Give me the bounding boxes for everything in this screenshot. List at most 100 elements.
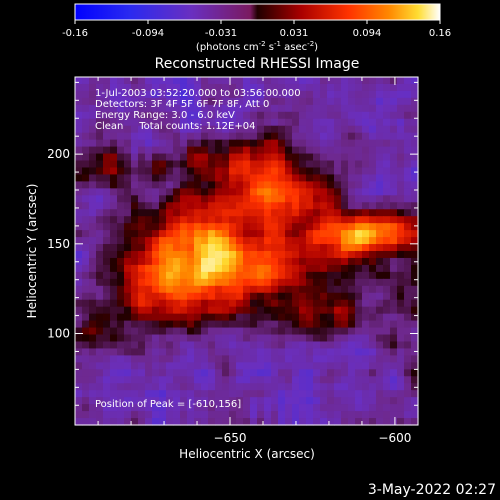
heatmap-cell xyxy=(201,264,209,273)
heatmap-cell xyxy=(180,160,188,169)
heatmap-cell xyxy=(103,341,111,350)
heatmap-cell xyxy=(194,244,202,252)
heatmap-cell xyxy=(376,418,384,426)
heatmap-cell xyxy=(243,216,251,224)
heatmap-cell xyxy=(236,306,244,315)
heatmap-cell xyxy=(383,202,391,210)
heatmap-cell xyxy=(397,327,405,336)
heatmap-cell xyxy=(292,244,300,252)
heatmap-cell xyxy=(201,397,209,405)
heatmap-cell xyxy=(138,299,146,308)
heatmap-cell xyxy=(320,188,328,196)
heatmap-cell xyxy=(117,153,125,162)
heatmap-cell xyxy=(194,334,202,343)
heatmap-cell xyxy=(411,83,419,92)
heatmap-cell xyxy=(75,188,83,196)
heatmap-cell xyxy=(250,83,258,92)
heatmap-cell xyxy=(376,104,384,113)
heatmap-cell xyxy=(285,369,293,377)
heatmap-cell xyxy=(341,97,349,106)
heatmap-image xyxy=(75,77,419,426)
heatmap-cell xyxy=(96,278,104,287)
heatmap-cell xyxy=(82,209,90,217)
heatmap-cell xyxy=(362,348,370,356)
heatmap-cell xyxy=(89,348,97,356)
heatmap-cell xyxy=(285,320,293,329)
heatmap-cell xyxy=(271,257,279,266)
heatmap-cell xyxy=(187,202,195,210)
heatmap-cell xyxy=(96,230,104,238)
heatmap-cell xyxy=(236,97,244,106)
heatmap-cell xyxy=(278,306,286,315)
heatmap-cell xyxy=(117,97,125,106)
heatmap-cell xyxy=(390,83,398,92)
heatmap-cell xyxy=(257,111,265,120)
heatmap-cell xyxy=(271,90,279,99)
heatmap-cell xyxy=(110,111,118,120)
heatmap-cell xyxy=(96,404,104,412)
heatmap-cell xyxy=(292,257,300,266)
heatmap-cell xyxy=(236,376,244,384)
heatmap-cell xyxy=(131,223,139,231)
heatmap-cell xyxy=(159,237,167,245)
heatmap-cell xyxy=(243,223,251,231)
heatmap-cell xyxy=(138,418,146,426)
heatmap-cell xyxy=(208,160,216,169)
heatmap-cell xyxy=(404,251,412,259)
heatmap-cell xyxy=(271,111,279,120)
heatmap-cell xyxy=(285,118,293,127)
heatmap-cell xyxy=(89,376,97,384)
heatmap-cell xyxy=(236,271,244,280)
heatmap-cell xyxy=(397,167,405,176)
heatmap-cell xyxy=(306,83,314,92)
heatmap-cell xyxy=(145,153,153,162)
heatmap-cell xyxy=(159,139,167,148)
heatmap-cell xyxy=(334,411,342,419)
heatmap-cell xyxy=(159,146,167,155)
heatmap-cell xyxy=(397,285,405,294)
heatmap-cell xyxy=(355,181,363,189)
heatmap-cell xyxy=(96,77,104,85)
heatmap-cell xyxy=(327,230,335,238)
heatmap-cell xyxy=(229,139,237,148)
heatmap-cell xyxy=(131,139,139,148)
heatmap-cell xyxy=(117,362,125,370)
heatmap-cell xyxy=(180,397,188,405)
heatmap-cell xyxy=(306,362,314,370)
heatmap-cell xyxy=(341,202,349,210)
heatmap-cell xyxy=(306,292,314,301)
heatmap-cell xyxy=(264,362,272,370)
heatmap-cell xyxy=(82,320,90,329)
heatmap-cell xyxy=(250,306,258,315)
heatmap-cell xyxy=(285,271,293,280)
heatmap-cell xyxy=(124,257,132,266)
heatmap-cell xyxy=(173,397,181,405)
heatmap-cell xyxy=(152,383,160,391)
heatmap-cell xyxy=(299,181,307,189)
heatmap-cell xyxy=(194,216,202,224)
heatmap-cell xyxy=(341,285,349,294)
heatmap-cell xyxy=(236,237,244,245)
heatmap-cell xyxy=(348,216,356,224)
heatmap-cell xyxy=(306,334,314,343)
heatmap-cell xyxy=(187,188,195,196)
heatmap-cell xyxy=(264,181,272,189)
heatmap-cell xyxy=(264,104,272,113)
heatmap-cell xyxy=(376,376,384,384)
heatmap-cell xyxy=(390,174,398,182)
heatmap-cell xyxy=(313,202,321,210)
heatmap-cell xyxy=(166,195,174,203)
heatmap-cell xyxy=(138,174,146,182)
heatmap-cell xyxy=(390,97,398,106)
heatmap-cell xyxy=(103,362,111,370)
heatmap-cell xyxy=(376,195,384,203)
heatmap-cell xyxy=(285,278,293,287)
heatmap-cell xyxy=(264,264,272,273)
heatmap-cell xyxy=(383,369,391,377)
heatmap-cell xyxy=(390,327,398,336)
heatmap-cell xyxy=(173,271,181,280)
heatmap-cell xyxy=(103,251,111,259)
heatmap-cell xyxy=(138,257,146,266)
heatmap-cell xyxy=(264,369,272,377)
heatmap-cell xyxy=(327,174,335,182)
